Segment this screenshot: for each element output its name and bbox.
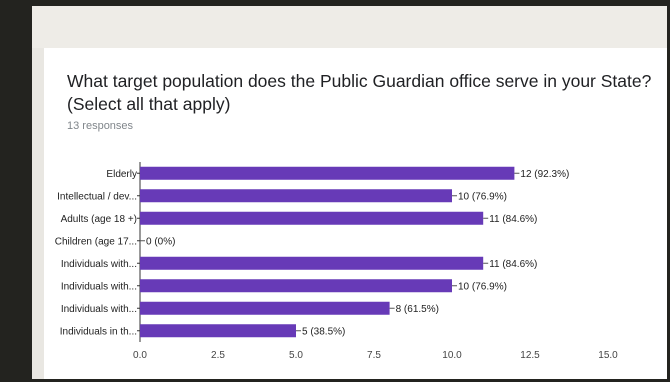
dark-frame-left [0,0,32,382]
value-label: 10 (76.9%) [458,281,507,292]
value-label: 10 (76.9%) [458,191,507,202]
question-title: What target population does the Public G… [67,71,652,114]
dark-frame-top [32,0,670,6]
x-tick-label: 12.5 [520,350,540,361]
bar-8 [140,324,296,338]
dark-frame-right [667,0,670,382]
bar-3 [140,211,484,225]
bar-6 [140,279,452,293]
x-tick-label: 7.5 [367,350,381,361]
category-label: Intellectual / dev... [57,191,137,202]
category-label: Individuals with... [61,304,137,315]
bar-2 [140,189,452,203]
category-label: Adults (age 18 +) [61,214,137,225]
value-label: 0 (0%) [146,236,175,247]
x-tick-label: 5.0 [289,350,303,361]
category-label: Elderly [106,169,137,180]
category-label: Individuals with... [61,281,137,292]
bar-7 [140,301,390,315]
value-label: 12 (92.3%) [520,169,569,180]
dark-frame-bottom [32,379,670,382]
x-tick-label: 0.0 [133,350,147,361]
page-background-band [32,6,667,48]
bar-1 [140,166,515,180]
x-tick-label: 2.5 [211,350,225,361]
bar-5 [140,256,484,270]
x-tick-label: 15.0 [598,350,618,361]
category-label: Children (age 17... [55,236,137,247]
x-tick-label: 10.0 [442,350,462,361]
category-label: Individuals in th... [60,326,137,337]
value-label: 8 (61.5%) [396,304,439,315]
response-count: 13 responses [67,120,134,132]
value-label: 11 (84.6%) [489,259,537,270]
value-label: 11 (84.6%) [489,214,537,225]
value-label: 5 (38.5%) [302,326,345,337]
category-label: Individuals with... [61,259,137,270]
